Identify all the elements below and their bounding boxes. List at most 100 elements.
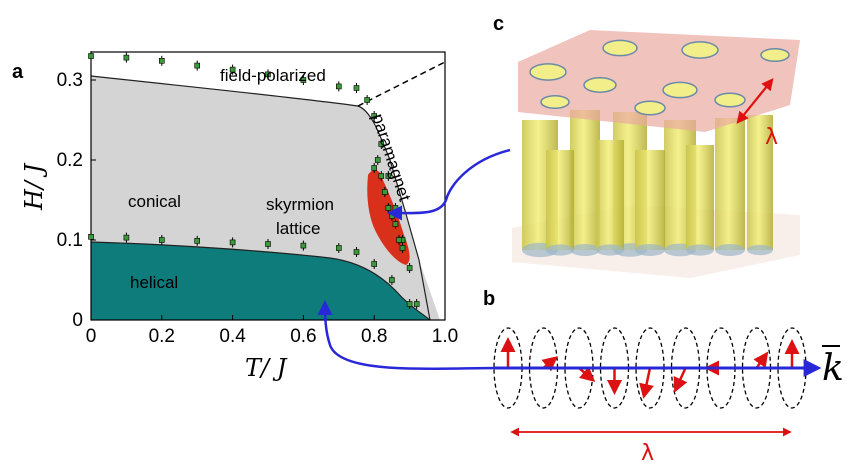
data-point bbox=[385, 173, 392, 179]
axis-ticks: 0 0.2 0.4 0.6 0.8 1.0 0 0.1 0.2 0.3 bbox=[57, 70, 459, 347]
data-point bbox=[159, 57, 165, 64]
data-point bbox=[385, 205, 392, 211]
tube-base bbox=[596, 244, 624, 256]
y-tick-label: 0.1 bbox=[57, 230, 83, 251]
lambda-label-b: λ bbox=[641, 441, 654, 466]
skyrmion-tube bbox=[715, 118, 745, 250]
tube-base bbox=[686, 244, 714, 256]
top-ring bbox=[760, 47, 790, 63]
data-point bbox=[389, 277, 395, 283]
data-markers bbox=[88, 51, 420, 309]
spin-arrow bbox=[673, 367, 688, 393]
skyrmion-tube bbox=[596, 140, 624, 250]
x-tick-label: 1.0 bbox=[432, 326, 458, 347]
tube-base bbox=[570, 244, 600, 256]
top-ring bbox=[602, 39, 638, 57]
label-lattice: lattice bbox=[276, 219, 320, 238]
data-point bbox=[123, 234, 130, 241]
skyrmion-tube bbox=[546, 150, 574, 250]
data-point bbox=[123, 54, 130, 61]
arrow-to-helical bbox=[317, 300, 501, 370]
skyrmion-tube bbox=[747, 115, 773, 250]
skyrmion-tube bbox=[570, 110, 600, 250]
skyrmion-tubes bbox=[522, 110, 773, 258]
top-ring bbox=[583, 77, 617, 93]
data-point bbox=[374, 157, 381, 163]
label-conical: conical bbox=[128, 192, 181, 211]
y-tick-label: 0.2 bbox=[57, 150, 83, 171]
upper-boundary bbox=[90, 75, 431, 321]
top-ring bbox=[540, 94, 570, 110]
data-point bbox=[229, 239, 236, 246]
data-point bbox=[396, 237, 402, 243]
data-point bbox=[300, 242, 307, 249]
arrow-to-skyrmion bbox=[387, 148, 511, 221]
top-ring bbox=[634, 100, 666, 116]
data-point bbox=[194, 62, 200, 69]
data-point bbox=[194, 238, 200, 244]
top-ring bbox=[662, 81, 698, 99]
tube-base bbox=[715, 244, 745, 256]
skyrmion-tube bbox=[686, 145, 714, 250]
tube-base bbox=[635, 244, 665, 256]
x-tick-label: 0.4 bbox=[219, 326, 246, 347]
data-point bbox=[335, 245, 342, 251]
label-helical: helical bbox=[130, 273, 178, 292]
data-point bbox=[382, 189, 388, 195]
y-axis-title: H/ J bbox=[20, 162, 48, 211]
data-point bbox=[88, 234, 94, 240]
k-vector-label: k bbox=[822, 348, 844, 389]
data-point bbox=[406, 301, 413, 307]
tube-base bbox=[747, 244, 773, 256]
spin-arrow bbox=[541, 356, 558, 372]
data-point bbox=[399, 245, 406, 251]
data-point bbox=[229, 66, 236, 73]
y-tick-label: 0.3 bbox=[57, 70, 83, 91]
dashed-crossover-line bbox=[357, 61, 446, 107]
data-point bbox=[371, 261, 378, 267]
top-ring bbox=[714, 92, 746, 108]
data-point bbox=[353, 249, 360, 255]
top-ring bbox=[529, 63, 567, 81]
data-point bbox=[265, 71, 271, 78]
spin-arrow bbox=[639, 367, 654, 399]
phase-diagram: 0 0.2 0.4 0.6 0.8 1.0 0 0.1 0.2 0.3 field-polariz… bbox=[20, 51, 458, 382]
x-tick-label: 0.2 bbox=[149, 326, 175, 347]
data-point bbox=[413, 301, 420, 307]
data-point bbox=[378, 141, 385, 147]
data-point bbox=[265, 241, 271, 247]
x-tick-label: 0.6 bbox=[290, 326, 316, 347]
panel-c-letter: c bbox=[493, 13, 504, 35]
spin-arrow bbox=[578, 366, 596, 382]
data-point bbox=[371, 165, 378, 171]
panel-a-letter: a bbox=[12, 61, 24, 83]
data-point bbox=[159, 237, 165, 243]
plot-frame bbox=[90, 51, 446, 321]
data-point bbox=[378, 173, 385, 179]
data-point bbox=[88, 53, 94, 59]
label-skyrmion: skyrmion bbox=[266, 195, 334, 214]
data-point bbox=[335, 83, 342, 90]
data-point bbox=[371, 113, 378, 119]
spin-arrow bbox=[753, 351, 769, 369]
data-point bbox=[392, 221, 399, 227]
top-rings bbox=[529, 39, 790, 116]
tube-base bbox=[546, 244, 574, 256]
data-point bbox=[353, 85, 360, 91]
data-point bbox=[300, 77, 307, 83]
lambda-arrow-c-b bbox=[737, 78, 774, 123]
skyrmion-3d-render: λ bbox=[512, 30, 800, 278]
y-tick-label: 0 bbox=[72, 310, 83, 331]
x-tick-label: 0 bbox=[86, 326, 97, 347]
x-tick-label: 0.8 bbox=[361, 326, 387, 347]
skyrmion-tube bbox=[635, 150, 665, 250]
top-ring bbox=[681, 41, 719, 59]
data-point bbox=[392, 205, 399, 211]
label-field-polarized: field-polarized bbox=[220, 66, 326, 85]
panel-b-letter: b bbox=[483, 288, 495, 310]
data-point bbox=[406, 265, 413, 271]
x-axis-title: T/ J bbox=[245, 354, 288, 382]
data-point bbox=[364, 97, 370, 103]
lambda-label-c: λ bbox=[765, 125, 778, 150]
